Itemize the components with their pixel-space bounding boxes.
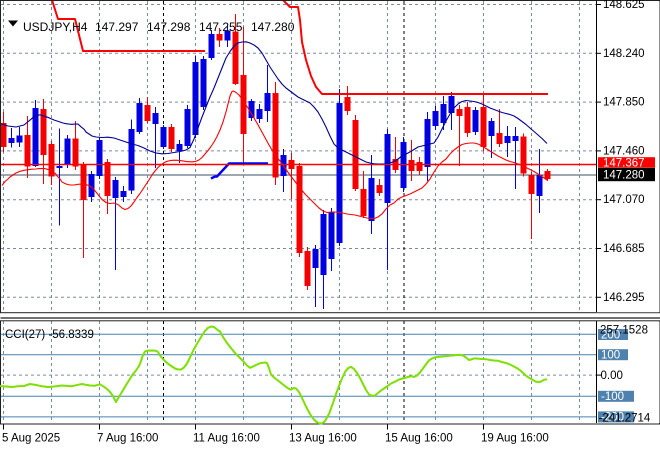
svg-text:11 Aug 16:00: 11 Aug 16:00 <box>193 433 260 445</box>
svg-text:-241.2714: -241.2714 <box>599 413 651 425</box>
svg-text:-100: -100 <box>601 391 624 403</box>
svg-text:100: 100 <box>601 349 620 361</box>
svg-text:146.295: 146.295 <box>603 292 645 304</box>
svg-text:147.460: 147.460 <box>603 145 645 157</box>
svg-text:200: 200 <box>601 329 620 341</box>
svg-text:147.280: 147.280 <box>603 170 645 182</box>
svg-text:5 Aug 2025: 5 Aug 2025 <box>2 433 60 445</box>
svg-text:147.298: 147.298 <box>147 20 191 34</box>
svg-text:146.685: 146.685 <box>603 243 645 255</box>
svg-text:147.297: 147.297 <box>95 20 139 34</box>
svg-text:USDJPY,H4: USDJPY,H4 <box>23 20 88 34</box>
svg-text:-200: -200 <box>601 412 624 424</box>
svg-text:148.240: 148.240 <box>603 48 645 60</box>
svg-text:147.070: 147.070 <box>603 194 645 206</box>
svg-text:13 Aug 16:00: 13 Aug 16:00 <box>289 433 357 445</box>
svg-text:147.280: 147.280 <box>251 20 295 34</box>
svg-text:147.367: 147.367 <box>603 158 645 170</box>
svg-text:7 Aug 16:00: 7 Aug 16:00 <box>97 433 158 445</box>
svg-text:257.1528: 257.1528 <box>600 325 648 337</box>
svg-text:147.850: 147.850 <box>603 97 645 109</box>
svg-text:19 Aug 16:00: 19 Aug 16:00 <box>481 433 549 445</box>
svg-text:147.255: 147.255 <box>199 20 243 34</box>
svg-text:148.625: 148.625 <box>603 0 645 11</box>
svg-text:CCI(27) -56.8339: CCI(27) -56.8339 <box>5 329 94 341</box>
svg-text:15 Aug 16:00: 15 Aug 16:00 <box>385 433 453 445</box>
svg-text:0.00: 0.00 <box>601 370 623 382</box>
